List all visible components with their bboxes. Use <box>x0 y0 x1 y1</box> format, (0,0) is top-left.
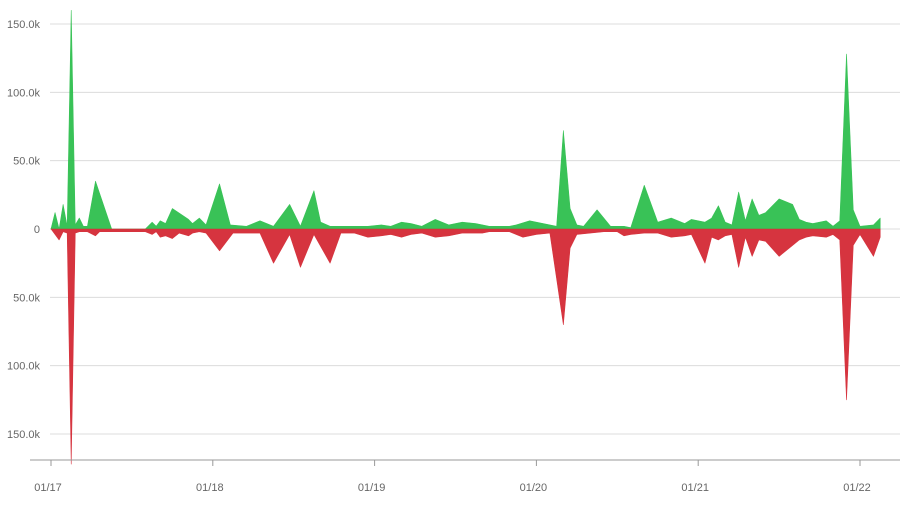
y-tick-label: 150.0k <box>7 429 41 441</box>
positive-area-series <box>50 10 881 230</box>
y-tick-label: 100.0k <box>7 361 41 373</box>
x-tick-label: 01/18 <box>196 482 224 494</box>
x-tick-labels: 01/17 01/18 01/19 01/20 01/21 01/22 <box>34 482 871 494</box>
y-tick-label: 100.0k <box>7 87 41 99</box>
x-tick-label: 01/19 <box>358 482 386 494</box>
y-tick-labels: 150.0k 100.0k 50.0k 0 50.0k 100.0k 150.0k <box>7 19 41 441</box>
y-tick-label: 50.0k <box>13 156 40 168</box>
series-areas <box>50 10 881 465</box>
x-tick-label: 01/22 <box>843 482 871 494</box>
x-tick-label: 01/20 <box>520 482 548 494</box>
y-tick-label: 50.0k <box>13 292 40 304</box>
y-tick-label: 0 <box>34 224 40 236</box>
x-tick-label: 01/17 <box>34 482 62 494</box>
y-tick-label: 150.0k <box>7 19 41 31</box>
x-axis <box>30 459 900 466</box>
x-tick-label: 01/21 <box>681 482 709 494</box>
negative-area-series <box>50 228 881 465</box>
